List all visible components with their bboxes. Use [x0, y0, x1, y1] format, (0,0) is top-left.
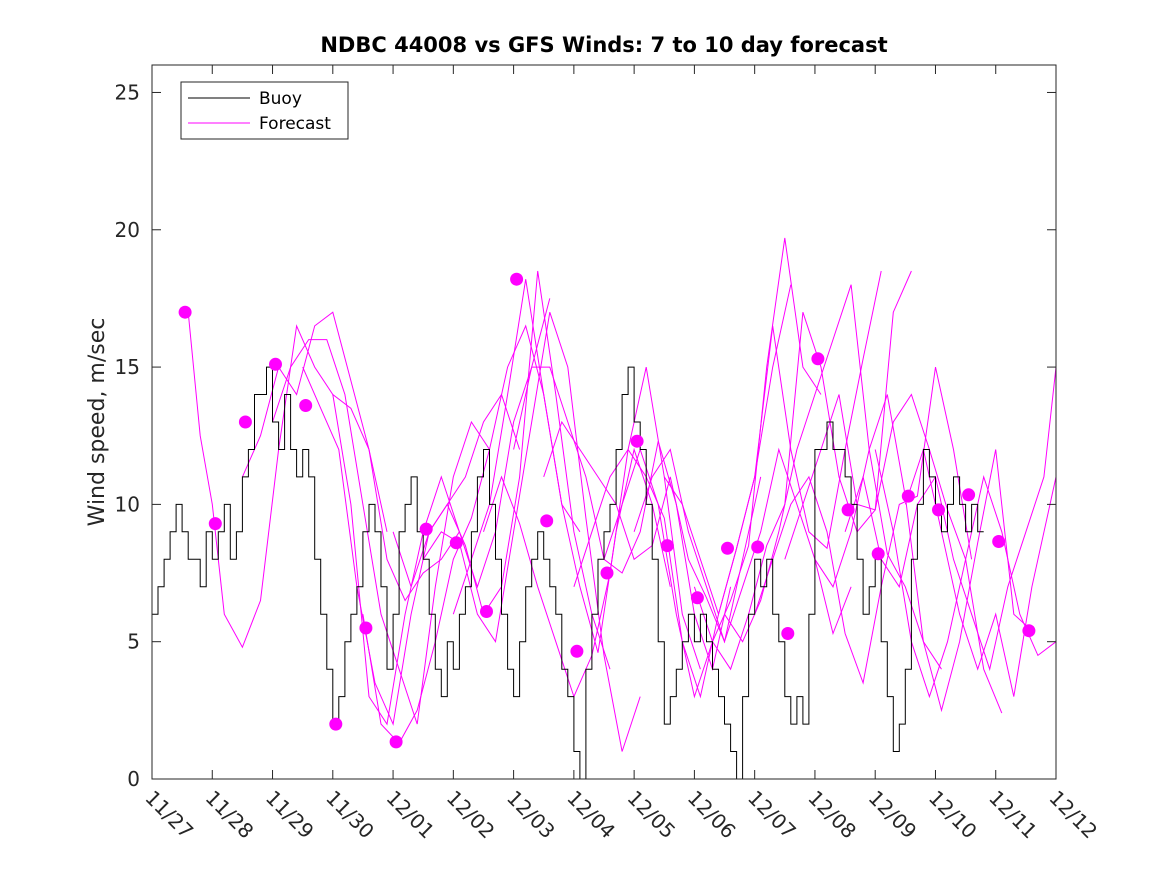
legend-forecast-label: Forecast	[259, 114, 331, 134]
legend: Buoy Forecast	[180, 81, 349, 140]
series-layer	[152, 237, 1057, 780]
forecast-marker	[932, 503, 945, 517]
forecast-line-3	[272, 339, 490, 725]
forecast-marker	[178, 305, 192, 319]
y-axis-label: Wind speed, m/sec	[85, 318, 110, 527]
forecast-line-19	[754, 366, 973, 685]
buoy-line	[152, 366, 984, 780]
forecast-marker	[570, 644, 584, 658]
y-tick-label: 25	[115, 80, 140, 104]
forecast-marker	[238, 415, 252, 429]
forecast-line-4	[302, 366, 521, 726]
forecast-marker	[962, 488, 976, 502]
y-tick-label: 10	[115, 492, 140, 516]
forecast-marker	[630, 434, 644, 448]
forecast-marker	[208, 517, 222, 531]
forecast-marker	[1022, 624, 1036, 638]
y-tick-label: 15	[115, 355, 140, 379]
forecast-line-18	[724, 284, 942, 670]
legend-box	[180, 81, 349, 140]
forecast-marker	[721, 541, 734, 555]
forecast-marker	[811, 352, 825, 366]
forecast-line-21	[814, 394, 1033, 713]
chart-title: NDBC 44008 vs GFS Winds: 7 to 10 day for…	[320, 33, 887, 57]
y-tick-label: 5	[127, 630, 140, 654]
forecast-line-24	[904, 447, 1057, 697]
forecast-marker	[480, 605, 493, 618]
forecast-marker	[299, 399, 313, 412]
axes-box	[151, 64, 1057, 780]
forecast-marker	[419, 522, 433, 536]
forecast-marker	[841, 503, 855, 517]
y-tick-label: 0	[127, 767, 140, 791]
forecast-marker	[871, 547, 885, 561]
forecast-marker	[389, 735, 403, 749]
y-tick-label: 20	[115, 218, 140, 242]
forecast-marker	[992, 535, 1006, 548]
forecast-marker	[359, 621, 373, 635]
forecast-marker	[329, 717, 343, 731]
forecast-line-5	[332, 298, 551, 726]
forecast-marker	[269, 357, 282, 371]
forecast-marker	[600, 566, 614, 580]
forecast-marker	[781, 627, 795, 640]
forecast-marker	[540, 514, 554, 528]
forecast-marker	[901, 489, 915, 503]
legend-buoy-label: Buoy	[259, 89, 302, 109]
plot-area	[152, 65, 1056, 779]
forecast-marker	[660, 539, 674, 553]
forecast-marker	[449, 536, 463, 550]
forecast-marker	[690, 591, 704, 605]
forecast-marker	[510, 272, 524, 286]
forecast-marker	[751, 540, 765, 554]
